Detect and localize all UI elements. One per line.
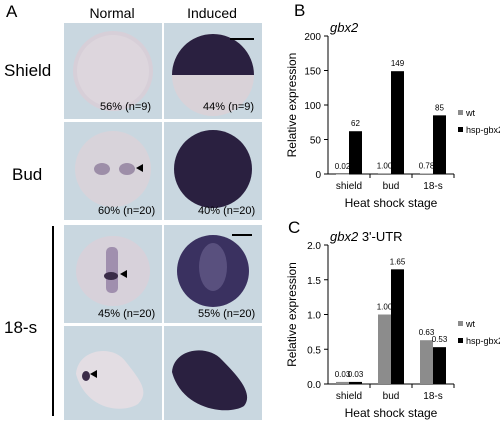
bar-hsp-gbx2-shield [349, 131, 362, 174]
bar-wt-bud [378, 173, 391, 174]
data-label: 85 [435, 103, 444, 112]
x-tick-label: bud [383, 391, 400, 402]
row-label-bud: Bud [12, 165, 43, 184]
x-tick-label: shield [336, 181, 362, 192]
legend-label-wt: wt [465, 319, 475, 329]
image-18s-lateral-normal [64, 326, 162, 420]
legend-label-hsp-gbx2: hsp-gbx2 [466, 336, 500, 346]
y-axis-label: Relative expression [285, 262, 299, 367]
y-tick-label: 2.0 [307, 241, 321, 252]
legend-swatch-hsp-gbx2 [458, 127, 463, 132]
y-tick-label: 1.0 [307, 311, 321, 322]
data-label: 149 [391, 59, 405, 68]
y-tick-label: 50 [310, 136, 322, 147]
x-tick-label: bud [383, 181, 400, 192]
image-shield-induced [164, 23, 262, 119]
percentage-bud-induced: 40% (n=20) [198, 205, 256, 217]
panel-label-a: A [6, 2, 18, 21]
column-header-induced: Induced [187, 5, 237, 21]
data-label: 0.03 [348, 370, 364, 379]
bar-hsp-gbx2-bud [391, 71, 404, 174]
y-tick-label: 1.5 [307, 276, 321, 287]
bar-hsp-gbx2-shield [349, 381, 362, 384]
y-tick-label: 0.5 [307, 345, 321, 356]
18s-row-bracket-line [52, 226, 54, 416]
chart-gbx2-3utr: gbx2 3'-UTR 0.0 0.5 1.0 1.5 2.0 Relative expre… [285, 229, 500, 420]
image-shield-normal [64, 23, 162, 119]
bar-hsp-gbx2-bud [391, 269, 404, 384]
chart-gbx2: gbx2 0 50 100 150 200 Relative expression Heat … [285, 20, 500, 210]
row-label-18s: 18-s [4, 318, 38, 337]
data-label: 0.63 [419, 328, 435, 337]
x-tick-label: 18-s [423, 391, 442, 402]
x-tick-label: 18-s [423, 181, 442, 192]
column-header-normal: Normal [89, 5, 135, 21]
data-label: 0.78 [419, 161, 435, 170]
data-label: 1.00 [377, 303, 393, 312]
legend-swatch-wt [458, 110, 463, 115]
bar-wt-shield [336, 173, 349, 175]
bar-wt-bud [378, 314, 391, 384]
chart-title: gbx2 [330, 20, 359, 35]
legend-label-wt: wt [465, 108, 475, 118]
y-tick-label: 150 [304, 67, 321, 78]
image-18s-lateral-induced [164, 326, 262, 420]
bar-hsp-gbx2-18-s [433, 347, 446, 384]
x-tick-label: shield [336, 391, 362, 402]
percentage-shield-normal: 56% (n=9) [100, 101, 152, 113]
percentage-bud-normal: 60% (n=20) [98, 205, 156, 217]
data-label: 0.53 [432, 335, 448, 344]
chart-title: gbx2 3'-UTR [330, 229, 403, 244]
image-bud-induced [164, 122, 262, 220]
data-label: 1.65 [390, 257, 406, 266]
y-tick-label: 0 [315, 170, 321, 181]
percentage-shield-induced: 44% (n=9) [203, 101, 255, 113]
y-axis-label: Relative expression [285, 53, 299, 158]
percentage-18s-induced: 55% (n=20) [198, 308, 256, 320]
data-label: 1.00 [377, 161, 393, 170]
x-axis-label: Heat shock stage [345, 196, 438, 210]
y-tick-label: 100 [304, 101, 321, 112]
legend-swatch-hsp-gbx2 [458, 338, 463, 343]
bar-wt-18-s [420, 173, 433, 174]
legend-label-hsp-gbx2: hsp-gbx2 [466, 125, 500, 135]
y-tick-label: 0.0 [307, 380, 321, 391]
bar-wt-shield [336, 381, 349, 384]
data-label: 0.02 [335, 162, 351, 171]
x-axis-label: Heat shock stage [345, 406, 438, 420]
percentage-18s-normal: 45% (n=20) [98, 308, 156, 320]
bar-hsp-gbx2-18-s [433, 115, 446, 174]
data-label: 0.03 [335, 370, 351, 379]
data-label: 62 [351, 119, 360, 128]
image-18s-dorsal-normal [64, 225, 162, 323]
image-bud-normal [64, 122, 162, 220]
bar-wt-18-s [420, 340, 433, 384]
row-label-shield: Shield [4, 61, 52, 80]
y-tick-label: 200 [304, 32, 321, 43]
legend-swatch-wt [458, 321, 463, 326]
image-18s-dorsal-induced [164, 225, 262, 323]
panel-label-b: B [294, 1, 306, 20]
panel-label-c: C [288, 218, 301, 237]
